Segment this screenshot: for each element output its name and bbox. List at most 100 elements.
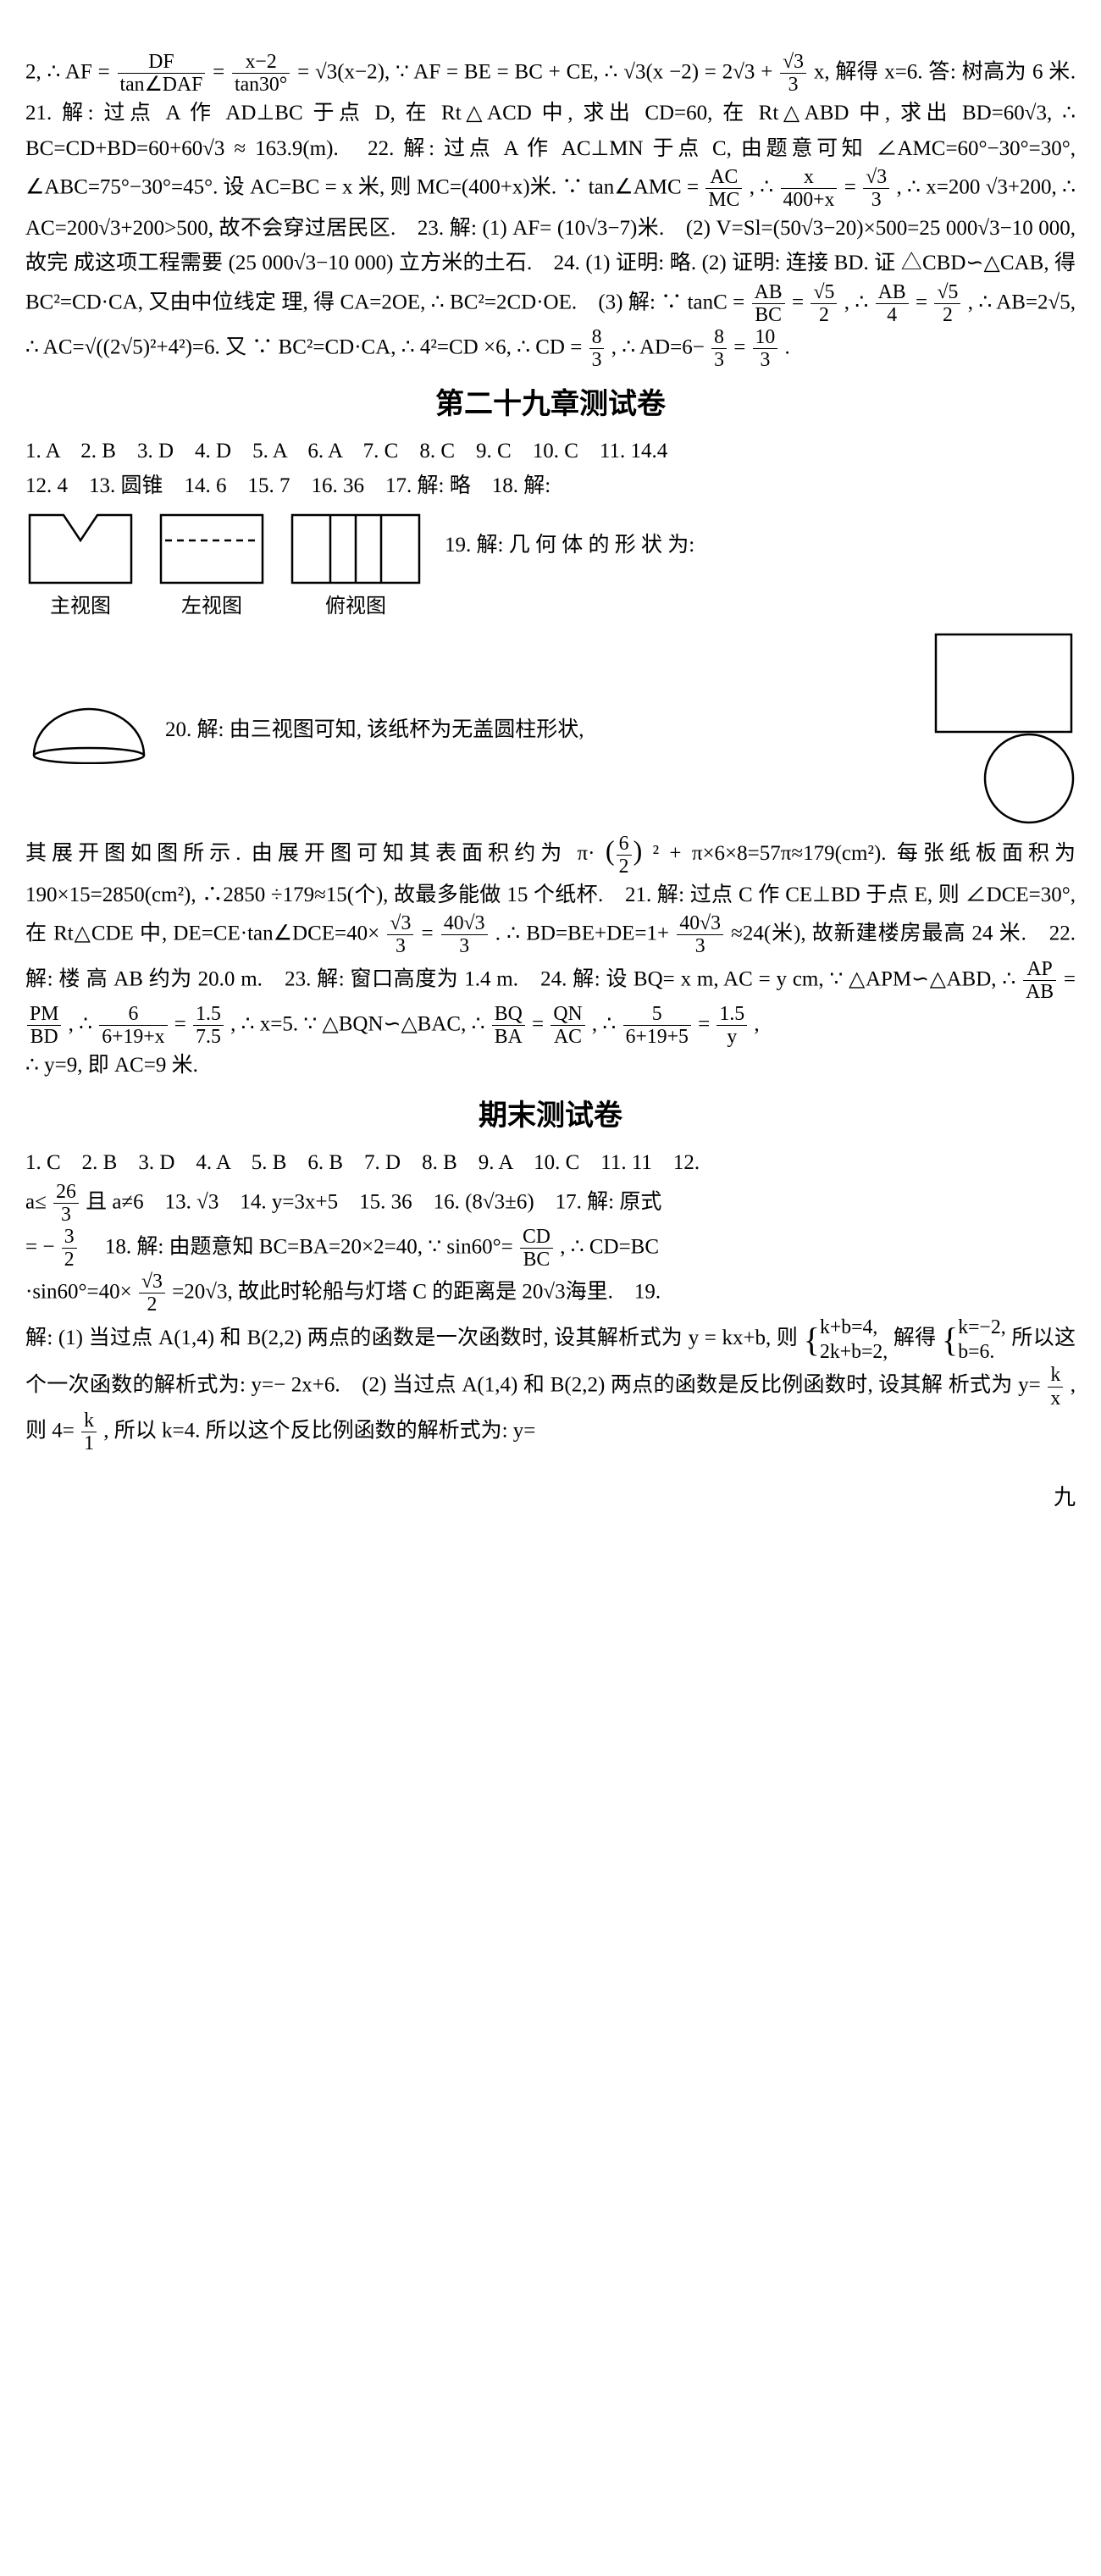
n: √5 (934, 281, 960, 304)
n: √3 (863, 166, 889, 189)
t: 18. 解: 由题意知 BC=BA=20×2=40, ∵ sin60°= (84, 1235, 513, 1258)
t: BC=CD+BD=60+60√3 ≈ 163.9(m). 22. 解: 过点 A… (25, 137, 703, 160)
t: = (698, 1012, 710, 1035)
d: 400+x (781, 189, 838, 211)
t: , ∴ AD=6− (611, 335, 705, 358)
t: = (1064, 967, 1076, 990)
n: BQ (492, 1003, 525, 1026)
t: = − (25, 1235, 54, 1258)
p1: 2, ∴ AF = (25, 60, 110, 83)
t: 高 AB 约为 20.0 m. 23. 解: 窗口高度为 1.4 m. 24. … (86, 967, 753, 990)
q20-intro: 20. 解: 由三视图可知, 该纸杯为无盖圆柱形状, (165, 712, 910, 747)
n: 26 (53, 1181, 79, 1204)
t: 且 a≠6 13. √3 14. y=3x+5 15. 36 16. (8√3±… (86, 1190, 661, 1213)
t: , ∴ (592, 1012, 616, 1035)
n: 40√3 (441, 912, 488, 935)
left-view-svg (157, 511, 267, 587)
n: √3 (139, 1271, 165, 1294)
c2: 2k+b=2, (820, 1341, 888, 1363)
t: = (792, 291, 804, 313)
t: = kx+b, 则 (705, 1327, 798, 1350)
d: 1 (81, 1432, 97, 1454)
section-title-final: 期末测试卷 (25, 1093, 1076, 1140)
d: BC (520, 1249, 553, 1271)
d: 2 (139, 1294, 165, 1316)
d: tan∠DAF (118, 74, 206, 96)
left-view: 左视图 (157, 511, 267, 624)
t: = (916, 291, 927, 313)
d: 3 (387, 935, 413, 957)
d: 3 (677, 935, 723, 957)
t: =20√3, 故此时轮船与灯塔 C 的距离是 20√3海里. 19. (172, 1281, 661, 1304)
t: , (754, 1012, 759, 1035)
d: AC (550, 1026, 584, 1048)
d: 3 (589, 349, 605, 371)
n: AB (752, 281, 785, 304)
t: ∴ BD=BE+DE=1+ (506, 922, 669, 945)
d: 6+19+x (99, 1026, 167, 1048)
t: = (422, 922, 434, 945)
section-title-ch29: 第二十九章测试卷 (25, 381, 1076, 429)
d: 3 (863, 189, 889, 211)
d: BA (492, 1026, 525, 1048)
d: 3 (780, 74, 806, 96)
n: PM (27, 1003, 61, 1026)
d: AB (1023, 981, 1056, 1003)
top-view-label: 俯视图 (288, 590, 423, 624)
t: , ∴ x=5. ∵ (230, 1012, 317, 1035)
n: DF (118, 51, 206, 74)
d: y (716, 1026, 747, 1048)
n: 40√3 (677, 912, 723, 935)
t: 解得 (894, 1327, 937, 1350)
n: √3 (387, 912, 413, 935)
n: CD (520, 1226, 553, 1249)
t: = y cm, ∵ △APM∽△ABD, ∴ (759, 967, 1016, 990)
t: 成这项工程需要 (25 000√3−10 000) 立方米的土石. 24. (1… (74, 252, 696, 274)
t: a≤ (25, 1190, 47, 1213)
n: 3 (62, 1226, 77, 1249)
t: , ∴ CD=BC (560, 1235, 659, 1258)
n: x−2 (232, 51, 290, 74)
d: 2 (811, 304, 837, 326)
c1: k+b=4, (820, 1316, 877, 1338)
n: AP (1023, 958, 1056, 981)
d: 4 (876, 304, 909, 326)
t: = (174, 1012, 186, 1035)
t: ×6, ∴ CD = (484, 335, 582, 358)
n: 6 (617, 833, 632, 856)
n: 8 (711, 326, 727, 349)
n: AB (876, 281, 909, 304)
t: 于点 D, 在 Rt△ACD 中, 求出 CD=60, 在 Rt△ABD 中, … (313, 102, 1076, 125)
t: 理, 得 CA=2OE, ∴ BC²=2CD·OE. (3) 解: ∵ tanC… (281, 291, 744, 313)
n: √3 (780, 51, 806, 74)
left-view-label: 左视图 (157, 590, 267, 624)
t: = (844, 175, 856, 198)
t: = √3(x−2), ∵ AF = BE = BC + CE, ∴ √3(x (297, 60, 663, 83)
n: 8 (589, 326, 605, 349)
t: ² + (653, 842, 682, 865)
d: 6+19+5 (623, 1026, 691, 1048)
t: 其展开图如图所示. 由展开图可知其表面积约为 π· (25, 842, 595, 865)
d: 3 (53, 1204, 79, 1226)
t: , ∴ x=200 (896, 175, 980, 198)
d: 2 (934, 304, 960, 326)
n: 1.5 (193, 1003, 224, 1026)
d: BD (27, 1026, 61, 1048)
d: tan30° (232, 74, 290, 96)
t: , 所以 k=4. 所以这个反比例函数的解析式为: y= (103, 1419, 535, 1442)
t: 析式为 y= (949, 1374, 1041, 1397)
n: 6 (99, 1003, 167, 1026)
q19-text: 19. 解: 几 何 体 的 形 状 为: (445, 511, 1076, 562)
d: BC (752, 304, 785, 326)
t: △BQN∽△BAC, ∴ (323, 1012, 485, 1035)
t: = x 米, 则 MC=(400+x)米. ∵ tan∠AMC = (325, 175, 699, 198)
t: , ∴ (750, 175, 773, 198)
c2: b=6. (958, 1341, 994, 1363)
t: −2) = 2√3 + (669, 60, 772, 83)
page-number: 九 (25, 1480, 1076, 1516)
t: ÷179≈15(个), 故最多能做 15 个纸杯. 21. 解: 过点 C 作 … (271, 884, 909, 906)
d: x (1048, 1388, 1063, 1410)
n: k (81, 1410, 97, 1432)
t: . (495, 922, 501, 945)
n: 5 (623, 1003, 691, 1026)
